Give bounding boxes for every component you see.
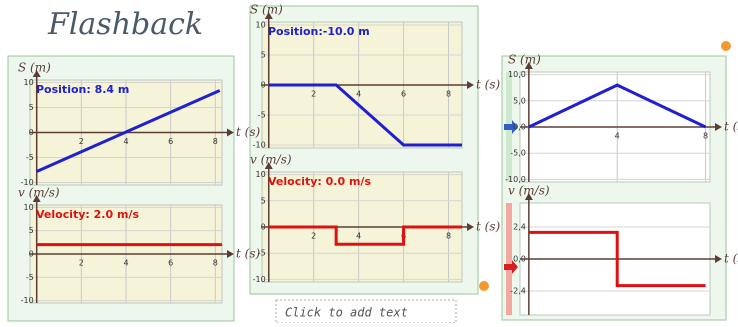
- y-tick-label: -5: [258, 249, 266, 258]
- y-tick-label: 10,0: [508, 70, 526, 79]
- y-tick-label: -5: [26, 153, 34, 162]
- y-tick-label: -5,0: [510, 149, 526, 158]
- y-tick-label: 10: [256, 21, 266, 30]
- x-axis-label: t (s): [724, 252, 738, 266]
- y-tick-label: -2,4: [510, 287, 526, 296]
- x-tick-label: 6: [168, 259, 173, 268]
- y-tick-label: 5: [29, 103, 34, 112]
- x-axis-label: t (s): [236, 125, 260, 139]
- y-tick-label: 10: [24, 78, 34, 87]
- slide-title: Flashback: [47, 7, 203, 42]
- x-tick-label: 6: [401, 90, 406, 99]
- y-tick-label: -10: [21, 296, 34, 305]
- y-tick-label: -10: [253, 275, 266, 284]
- y-tick-label: -10: [253, 141, 266, 150]
- y-tick-label: 5: [29, 226, 34, 235]
- x-tick-label: 2: [311, 90, 316, 99]
- x-tick-label: 4: [356, 90, 361, 99]
- y-tick-label: -5: [26, 273, 34, 282]
- x-tick-label: 8: [446, 232, 451, 241]
- x-tick-label: 4: [123, 137, 128, 146]
- page: Click to add text Flashback 24681050-5-1…: [0, 0, 738, 323]
- x-tick-label: 8: [213, 137, 218, 146]
- y-tick-label: -5: [258, 111, 266, 120]
- y-axis-label: S (m): [508, 53, 541, 67]
- x-tick-label: 2: [79, 259, 84, 268]
- readout: Position: 8.4 m: [36, 83, 129, 96]
- x-tick-label: 6: [168, 137, 173, 146]
- x-tick-label: 8: [446, 90, 451, 99]
- y-axis-label: v (m/s): [18, 186, 60, 200]
- y-tick-label: 5: [261, 51, 266, 60]
- x-tick-label: 4: [615, 132, 620, 141]
- y-axis-label: v (m/s): [508, 184, 550, 198]
- readout: Position:-10.0 m: [268, 25, 370, 38]
- text-placeholder[interactable]: Click to add text: [285, 306, 408, 320]
- y-tick-label: 2,4: [513, 223, 526, 232]
- x-tick-label: 2: [311, 232, 316, 241]
- sun-icon: [479, 281, 489, 291]
- y-axis-label: v (m/s): [250, 153, 292, 167]
- x-axis-label: t (s): [476, 220, 500, 234]
- y-tick-label: 10: [256, 170, 266, 179]
- y-tick-label: 5,0: [513, 96, 526, 105]
- y-axis-label: S (m): [250, 3, 283, 17]
- y-tick-label: 10: [24, 203, 34, 212]
- x-axis-label: t (s): [476, 78, 500, 92]
- readout: Velocity: 0.0 m/s: [268, 175, 371, 188]
- slide: Click to add text Flashback 24681050-5-1…: [0, 0, 738, 323]
- x-tick-label: 8: [213, 259, 218, 268]
- sun-icon: [721, 41, 731, 51]
- readout: Velocity: 2.0 m/s: [36, 208, 139, 221]
- x-tick-label: 8: [703, 132, 708, 141]
- x-tick-label: 4: [356, 232, 361, 241]
- slider-vel: [506, 203, 512, 315]
- x-tick-label: 4: [123, 259, 128, 268]
- x-axis-label: t (s): [724, 120, 738, 134]
- y-axis-label: S (m): [18, 61, 51, 75]
- y-tick-label: 5: [261, 196, 266, 205]
- x-tick-label: 2: [79, 137, 84, 146]
